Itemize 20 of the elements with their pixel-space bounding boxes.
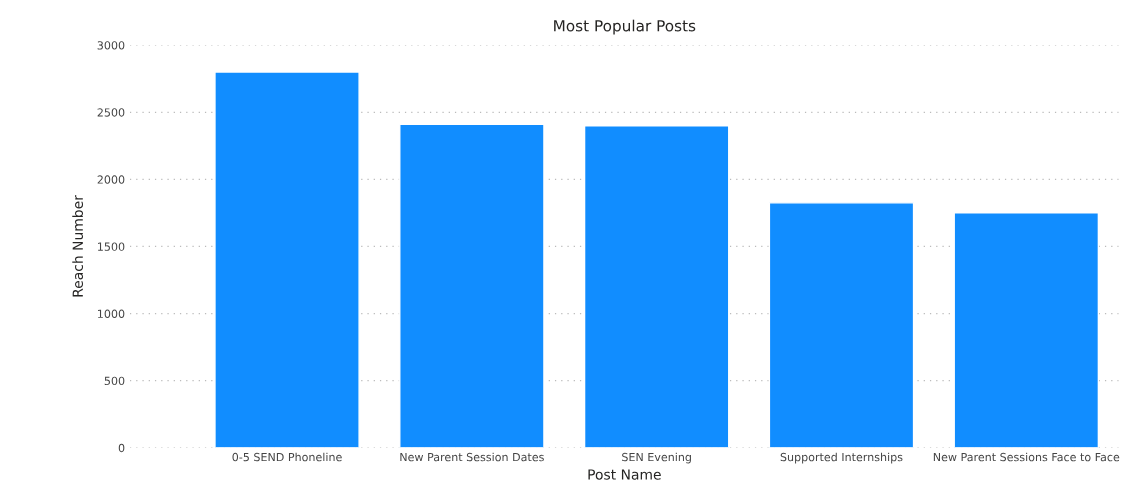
x-tick-label: SEN Evening [622,452,691,464]
y-tick-label: 2000 [97,175,125,184]
bar [953,212,1100,448]
y-tick-label: 500 [104,376,125,386]
y-tick-label: 3000 [97,41,125,50]
y-axis-title: Reach Number [72,195,84,297]
x-tick-label: New Parent Session Dates [400,452,544,462]
x-tick-label: 0-5 SEND Phoneline [232,452,342,462]
y-tick-label: 1500 [98,242,125,251]
y-tick-label: 2500 [97,108,125,117]
bar [768,202,915,448]
chart-title: Most Popular Posts [554,19,696,35]
bar [583,125,730,448]
bar [399,123,545,448]
y-tick-label: 0 [118,443,125,453]
bar [214,71,360,448]
x-tick-label: New Parent Sessions Face to Face [933,452,1120,462]
y-tick-label: 1000 [98,309,125,318]
x-axis-title: Post Name [588,469,661,480]
x-tick-label: Supported Internships [780,452,903,464]
